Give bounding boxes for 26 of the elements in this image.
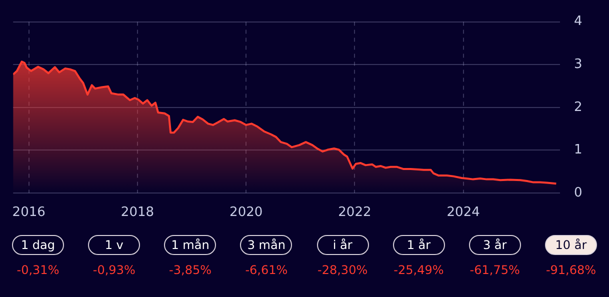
x-tick-label: 2016 [12,205,46,220]
text: -91,68% [546,263,596,277]
text: 3 år [468,235,521,255]
text: -3,85% [169,263,212,277]
x-tick-label: 2020 [230,205,263,220]
text: -25,49% [394,263,444,277]
y-tick-label: 4 [574,14,582,30]
y-tick-label: 1 [574,142,582,158]
text: -0,93% [92,263,136,277]
y-tick-label: 0 [574,185,582,200]
text: 1 år [392,235,445,255]
text: -0,31% [16,263,60,277]
text: 1 dag [12,235,64,255]
x-tick-label: 2018 [120,205,154,220]
x-tick-label: 2022 [338,205,372,220]
text: i år [316,235,369,255]
y-tick-label: 2 [574,100,582,115]
text: -61,75% [470,263,520,277]
text: -28,30% [318,263,368,277]
y-tick-label: 3 [574,56,582,72]
text: 1 mån [164,235,216,255]
text: 3 mån [240,235,292,255]
text: 10 år [544,235,597,255]
text: -6,61% [245,263,288,277]
x-tick-label: 2024 [446,205,480,220]
text: 1 v [88,235,140,255]
